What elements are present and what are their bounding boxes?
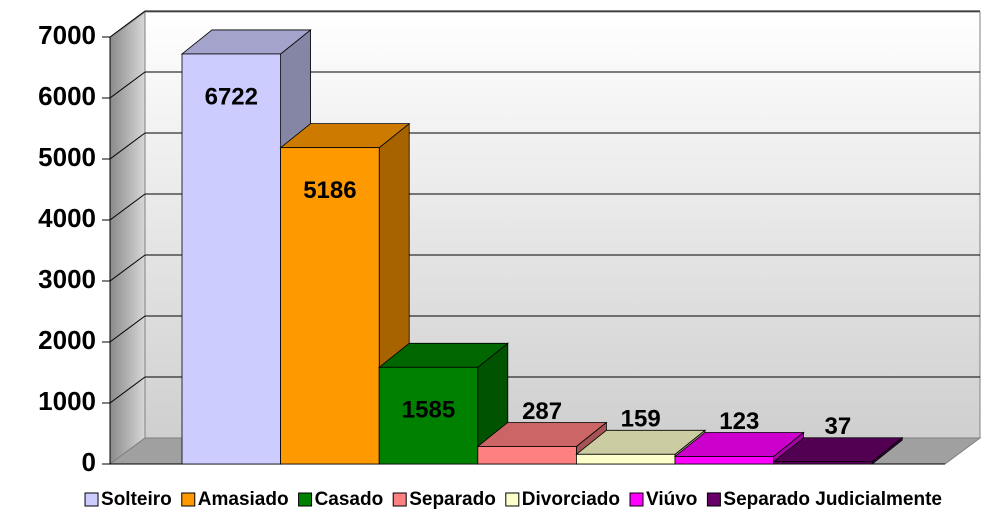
bar bbox=[477, 446, 577, 465]
legend-swatch bbox=[84, 492, 99, 507]
legend-label: Separado bbox=[409, 489, 496, 510]
grid-line bbox=[109, 315, 146, 343]
legend-label: Amasiado bbox=[198, 489, 289, 510]
left-wall bbox=[109, 11, 146, 465]
grid-line bbox=[109, 254, 146, 282]
legend-item: Amasiado bbox=[181, 489, 289, 510]
y-tick-label: 7000 bbox=[38, 20, 96, 50]
legend-swatch bbox=[181, 492, 196, 507]
value-label: 37 bbox=[825, 413, 852, 440]
legend-label: Divorciado bbox=[522, 489, 620, 510]
bar bbox=[674, 456, 774, 465]
legend-label: Separado Judicialmente bbox=[723, 489, 942, 510]
legend-swatch bbox=[392, 492, 407, 507]
y-tick-label: 4000 bbox=[38, 203, 96, 233]
legend-item: Solteiro bbox=[84, 489, 172, 510]
bar bbox=[280, 147, 380, 465]
grid-line bbox=[109, 10, 146, 38]
legend-swatch bbox=[505, 492, 520, 507]
legend-item: Viúvo bbox=[629, 489, 697, 510]
legend-item: Separado bbox=[392, 489, 496, 510]
value-label: 6722 bbox=[205, 83, 258, 110]
legend-swatch bbox=[629, 492, 644, 507]
bar bbox=[576, 453, 676, 465]
legend-label: Viúvo bbox=[646, 489, 697, 510]
legend-swatch bbox=[298, 492, 313, 507]
y-tick-label: 0 bbox=[82, 447, 96, 477]
grid-line bbox=[109, 132, 146, 160]
y-tick-label: 1000 bbox=[38, 386, 96, 416]
bar bbox=[181, 53, 281, 465]
grid-line bbox=[109, 193, 146, 221]
bar bbox=[773, 461, 873, 465]
value-label: 1585 bbox=[402, 397, 455, 424]
grid-line bbox=[109, 71, 146, 99]
bar bbox=[378, 366, 479, 465]
value-label: 159 bbox=[621, 406, 661, 433]
y-tick-label: 6000 bbox=[38, 81, 96, 111]
y-tick-label: 2000 bbox=[38, 325, 96, 355]
legend-swatch bbox=[706, 492, 721, 507]
grid-line bbox=[109, 376, 146, 404]
legend: Solteiro Amasiado Casado Separado Divorciado… bbox=[84, 489, 942, 510]
legend-label: Solteiro bbox=[101, 489, 172, 510]
legend-label: Casado bbox=[315, 489, 384, 510]
legend-item: Separado Judicialmente bbox=[706, 489, 942, 510]
y-tick-label: 5000 bbox=[38, 142, 96, 172]
legend-item: Casado bbox=[298, 489, 384, 510]
y-tick-label: 3000 bbox=[38, 264, 96, 294]
value-label: 123 bbox=[719, 408, 759, 435]
value-label: 287 bbox=[522, 398, 562, 425]
legend-item: Divorciado bbox=[505, 489, 620, 510]
value-label: 5186 bbox=[303, 177, 356, 204]
